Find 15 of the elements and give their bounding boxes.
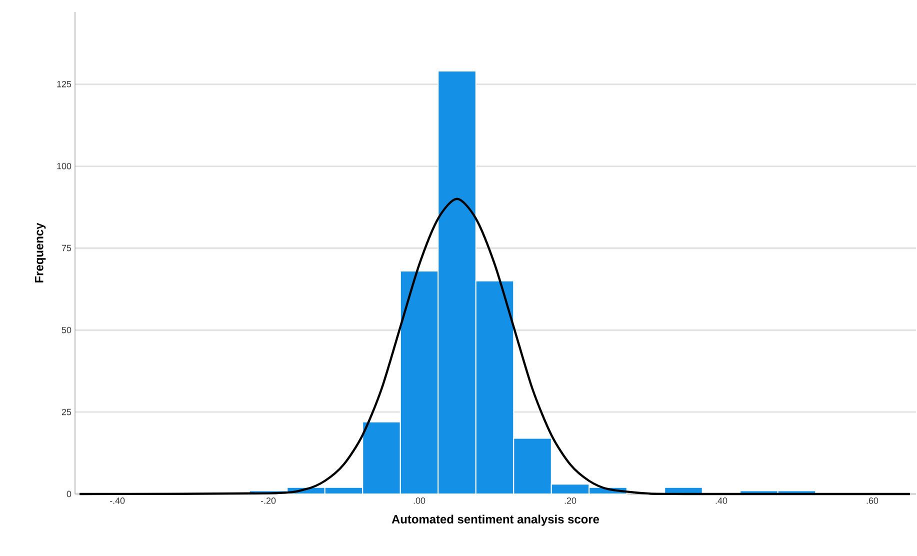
y-tick-label: 25: [62, 408, 72, 416]
x-tick-label: .20: [564, 498, 576, 504]
x-axis-title: Automated sentiment analysis score: [392, 514, 600, 526]
x-tick-label: .60: [866, 498, 878, 504]
y-axis-title: Frequency: [34, 222, 46, 282]
y-tick-label: 100: [57, 162, 72, 170]
y-tick-label: 75: [62, 244, 72, 252]
y-tick-label: 50: [62, 326, 72, 334]
x-tick-label: .00: [414, 498, 426, 504]
line-series: [78, 198, 912, 496]
y-tick-label: 0: [66, 490, 72, 498]
x-tick-label: -.40: [110, 498, 125, 504]
x-tick-label: -.20: [260, 498, 276, 504]
y-tick-label: 125: [57, 80, 72, 88]
x-tick-label: .40: [716, 498, 728, 504]
